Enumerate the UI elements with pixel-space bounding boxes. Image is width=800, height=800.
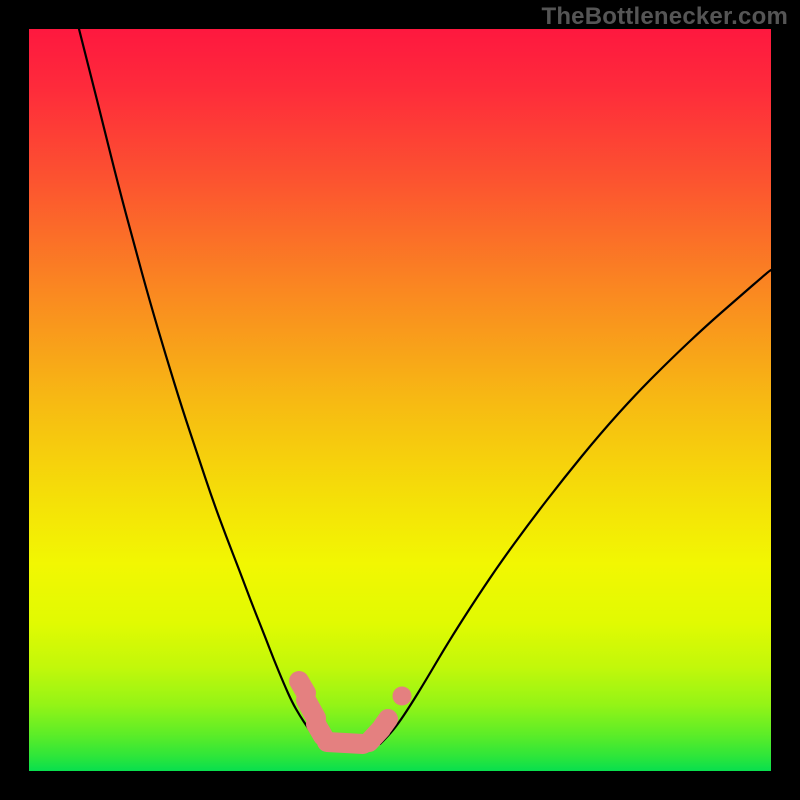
chart-container: TheBottlenecker.com: [0, 0, 800, 800]
bottleneck-chart: [0, 0, 800, 800]
gradient-background: [29, 29, 771, 771]
watermark-text: TheBottlenecker.com: [541, 3, 788, 31]
